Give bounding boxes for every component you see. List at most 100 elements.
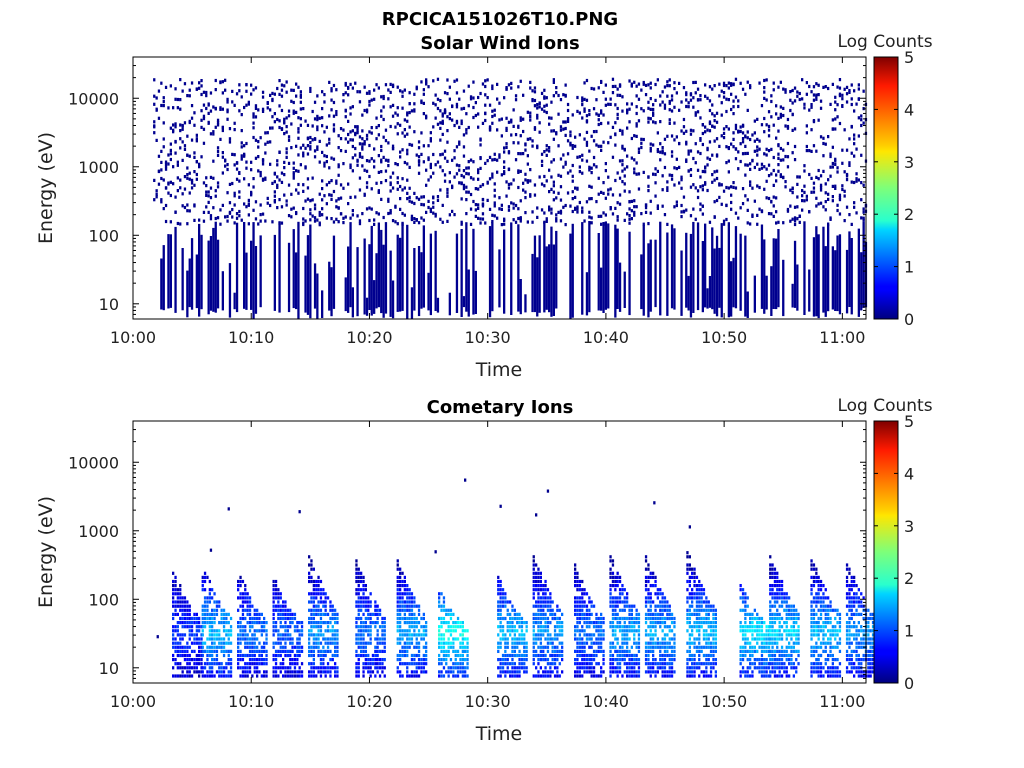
heatmap-cell [834, 186, 837, 190]
heatmap-cell [244, 588, 247, 592]
heatmap-cell [465, 166, 468, 170]
heatmap-cell [316, 128, 319, 132]
heatmap-cell [298, 670, 301, 674]
heatmap-cell [749, 137, 752, 142]
heatmap-cell [654, 82, 657, 87]
heatmap-cell [793, 222, 797, 227]
heatmap-cell [364, 625, 367, 629]
heatmap-cell [553, 662, 557, 666]
heatmap-cell [410, 633, 414, 637]
heatmap-cell [536, 206, 539, 210]
heatmap-cell [406, 596, 409, 600]
heatmap-cell [362, 625, 365, 629]
heatmap-cell [713, 248, 716, 314]
heatmap-cell [174, 588, 177, 592]
heatmap-cell [172, 165, 175, 169]
heatmap-cell [845, 92, 849, 96]
heatmap-cell [571, 144, 574, 148]
heatmap-cell [241, 579, 245, 584]
heatmap-cell [722, 95, 726, 99]
heatmap-cell [358, 90, 362, 94]
heatmap-cell [328, 193, 331, 197]
heatmap-cell [803, 102, 806, 106]
heatmap-cell [791, 283, 794, 308]
heatmap-cell [765, 167, 768, 171]
heatmap-cell [756, 153, 759, 157]
heatmap-cell [775, 221, 778, 225]
heatmap-cell [451, 118, 454, 122]
heatmap-cell [355, 633, 358, 637]
heatmap-cell [553, 625, 557, 629]
heatmap-cell [378, 625, 382, 629]
heatmap-cell [611, 571, 615, 575]
heatmap-cell [233, 221, 236, 225]
heatmap-cell [344, 277, 347, 312]
heatmap-cell [824, 191, 827, 195]
heatmap-cell [446, 78, 449, 82]
heatmap-cell [259, 213, 262, 217]
heatmap-cell [265, 653, 268, 658]
heatmap-cell [309, 147, 312, 151]
heatmap-cell [590, 662, 593, 666]
heatmap-cell [369, 662, 372, 666]
heatmap-cell [503, 171, 506, 176]
heatmap-cell [614, 604, 617, 608]
heatmap-cell [285, 199, 288, 203]
heatmap-cell [322, 600, 325, 604]
heatmap-cell [257, 169, 260, 173]
heatmap-cell [718, 144, 721, 148]
heatmap-cell [417, 612, 421, 616]
heatmap-cell [602, 662, 605, 666]
heatmap-cell [616, 658, 619, 662]
heatmap-cell [406, 162, 409, 166]
heatmap-cell [277, 633, 280, 637]
heatmap-cell [300, 649, 304, 653]
heatmap-cell [583, 137, 586, 141]
heatmap-cell [310, 674, 313, 678]
heatmap-cell [258, 662, 261, 666]
heatmap-cell [730, 200, 733, 205]
heatmap-cell [581, 579, 584, 584]
heatmap-cell [449, 645, 453, 649]
heatmap-cell [292, 109, 295, 113]
heatmap-cell [334, 621, 337, 625]
heatmap-cell [264, 177, 267, 181]
heatmap-cell [319, 670, 323, 674]
heatmap-cell [812, 237, 816, 317]
heatmap-cell [513, 612, 516, 616]
heatmap-cell [279, 633, 282, 637]
heatmap-cell [588, 645, 591, 649]
heatmap-cell [718, 247, 721, 308]
heatmap-cell [611, 563, 615, 567]
heatmap-cell [692, 156, 695, 161]
heatmap-cell [699, 94, 702, 98]
heatmap-cell [552, 184, 555, 188]
heatmap-cell [440, 592, 443, 596]
heatmap-cell [207, 111, 210, 115]
heatmap-cell [329, 658, 332, 662]
heatmap-cell [618, 662, 622, 666]
heatmap-cell [841, 184, 844, 188]
heatmap-cell [499, 641, 502, 645]
heatmap-cell [553, 666, 557, 670]
heatmap-cell [362, 621, 365, 625]
heatmap-cell [261, 90, 265, 94]
heatmap-cell [518, 666, 521, 670]
heatmap-cell [600, 111, 603, 115]
heatmap-cell [451, 185, 454, 190]
heatmap-cell [670, 154, 674, 158]
heatmap-cell [758, 147, 761, 151]
heatmap-cell [209, 214, 213, 218]
heatmap-cell [415, 653, 418, 658]
heatmap-cell [600, 621, 603, 625]
heatmap-cell [689, 168, 693, 172]
heatmap-cell [529, 111, 532, 115]
heatmap-cell [362, 575, 365, 579]
heatmap-cell [195, 662, 198, 666]
heatmap-cell [279, 608, 282, 612]
heatmap-cell [461, 621, 464, 625]
heatmap-cell [491, 213, 494, 217]
heatmap-cell [694, 111, 697, 115]
heatmap-cell [711, 180, 714, 184]
heatmap-cell [370, 157, 373, 161]
